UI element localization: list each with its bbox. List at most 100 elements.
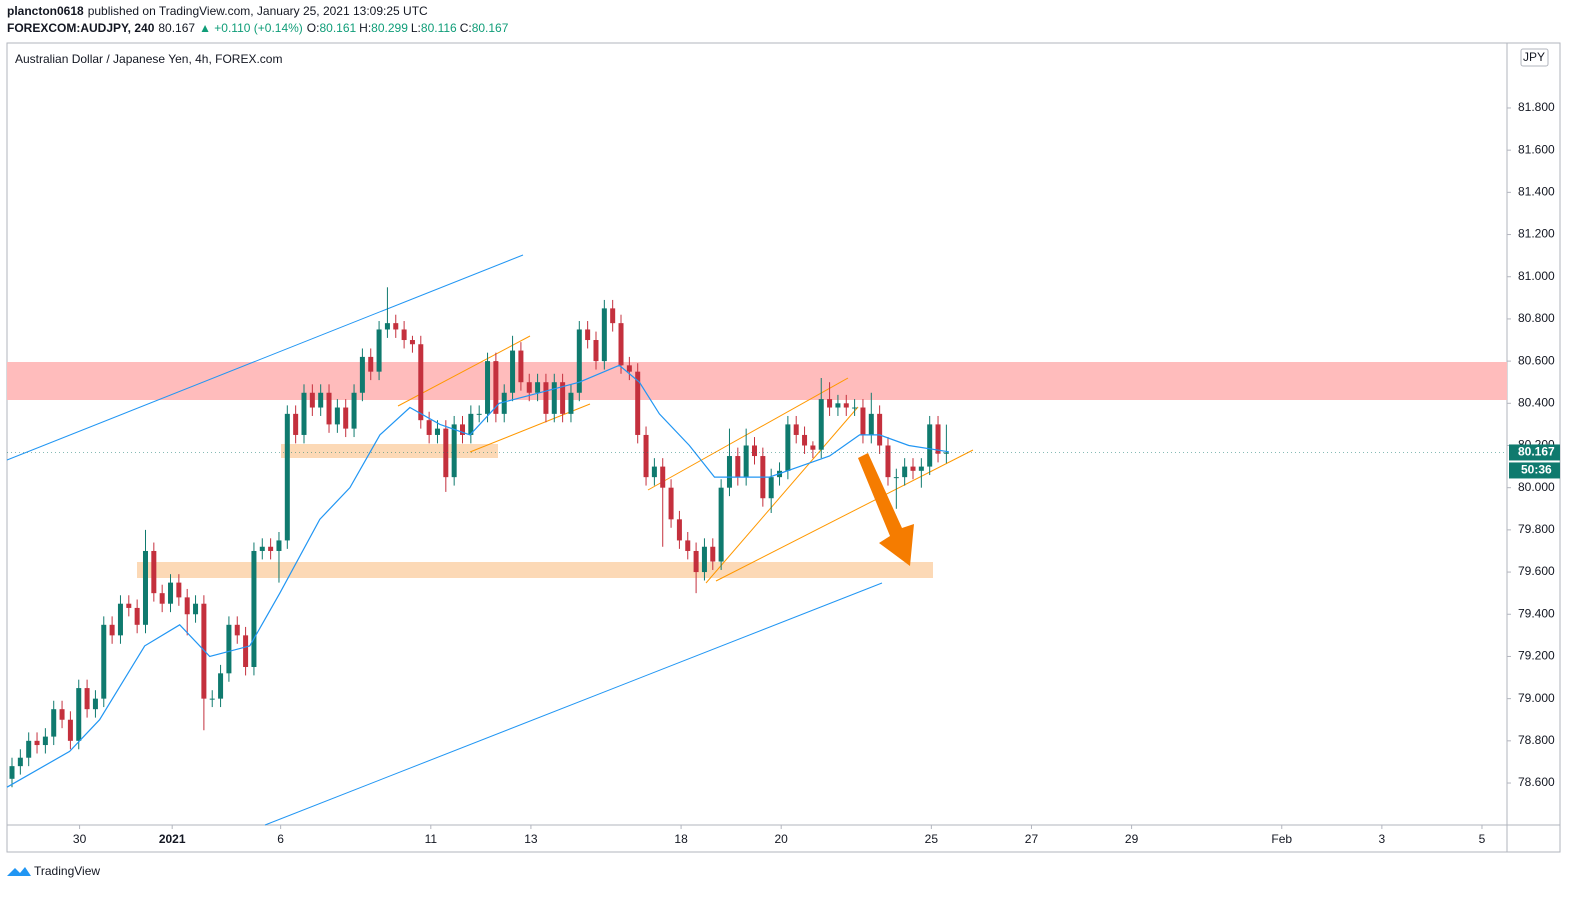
candle-body [268, 546, 274, 551]
x-tick-label: 29 [1125, 832, 1139, 846]
candle-body [918, 466, 924, 471]
logo-icon [7, 867, 31, 876]
x-tick-label: 18 [674, 832, 688, 846]
candle-body [168, 582, 174, 604]
candle-body [201, 603, 207, 699]
candle-body [568, 392, 574, 414]
candle-body [935, 424, 941, 454]
candle-body [560, 382, 566, 414]
moving-average [6, 364, 949, 788]
resistance-zone [7, 362, 1507, 400]
x-tick-label: Feb [1271, 832, 1292, 846]
channel-line [6, 254, 524, 461]
candle-body [685, 540, 691, 551]
candle-body [701, 546, 707, 573]
candle-body [426, 420, 432, 435]
trend-line [715, 449, 974, 582]
candle-body [359, 356, 365, 393]
candle-body [151, 550, 157, 594]
y-tick-label: 79.000 [1518, 691, 1555, 705]
candle-body [301, 392, 307, 435]
candle-body [535, 382, 541, 393]
candle-body [59, 709, 65, 720]
candle-body [576, 329, 582, 393]
publisher: plancton0618 [7, 4, 84, 18]
candle-body [626, 365, 632, 372]
symbol: FOREXCOM:AUDJPY, 240 [7, 21, 155, 35]
candle-body [510, 350, 516, 393]
candle-body [710, 546, 716, 562]
candle-body [92, 698, 98, 710]
candle-body [460, 424, 466, 435]
chart-frame [6, 42, 1561, 853]
candle-body [660, 466, 666, 488]
y-tick-label: 78.800 [1518, 733, 1555, 747]
y-tick-label: 80.800 [1518, 311, 1555, 325]
candle-body [176, 582, 182, 598]
currency-label: JPY [1523, 50, 1545, 64]
candle-body [551, 382, 557, 414]
y-tick-label: 81.400 [1518, 185, 1555, 199]
x-tick-label: 13 [524, 832, 538, 846]
candle-body [226, 624, 232, 674]
candle-body [434, 428, 440, 435]
header-line-2: FOREXCOM:AUDJPY, 240 80.167 ▲ +0.110 (+0.1… [7, 21, 509, 35]
candle-body [493, 361, 499, 414]
change: ▲ +0.110 (+0.14%) [199, 21, 303, 35]
candle-body [651, 466, 657, 478]
ohlc-label: C: [460, 21, 472, 35]
y-tick-label: 80.600 [1518, 353, 1555, 367]
x-tick-label: 25 [925, 832, 939, 846]
candle-body [468, 413, 474, 435]
candle-body [943, 452, 949, 454]
candle-body [142, 550, 148, 625]
candle-body [393, 323, 399, 330]
candle-body [251, 550, 257, 667]
candle-body [418, 344, 424, 421]
candle-body [234, 624, 240, 636]
chart-title: Australian Dollar / Japanese Yen, 4h, FO… [15, 52, 282, 66]
candle-body [877, 413, 883, 446]
candle-body [84, 688, 90, 710]
candle-body [309, 392, 315, 408]
candle-body [518, 350, 524, 383]
candle-body [26, 740, 32, 758]
candle-body [676, 519, 682, 541]
y-tick-label: 81.200 [1518, 227, 1555, 241]
candle-body [735, 456, 741, 478]
candle-body [451, 424, 457, 478]
candle-body [601, 308, 607, 362]
candle-body [726, 456, 732, 488]
x-tick-label: 3 [1379, 832, 1386, 846]
candle-body [910, 466, 916, 471]
candle-body [860, 407, 866, 435]
candle-body [284, 413, 290, 541]
y-tick-label: 79.400 [1518, 606, 1555, 620]
support-zone [281, 444, 498, 458]
x-tick-label: 2021 [159, 832, 186, 846]
ohlc-value: 80.161 [319, 21, 356, 35]
y-tick-label: 81.000 [1518, 269, 1555, 283]
candle-body [818, 399, 824, 450]
x-tick-label: 5 [1479, 832, 1486, 846]
candle-body [476, 413, 482, 415]
candle-body [76, 688, 82, 741]
candle-body [218, 673, 224, 699]
countdown-label: 50:36 [1521, 463, 1552, 477]
candle-body [526, 382, 532, 393]
last-price-label: 80.167 [1518, 445, 1555, 459]
candle-body [318, 392, 324, 408]
candle-body [785, 424, 791, 471]
candle-body [643, 434, 649, 478]
candle-body [334, 407, 340, 425]
candle-body [885, 445, 891, 478]
candle-body [193, 603, 199, 615]
candle-body [293, 413, 299, 435]
candle-body [101, 624, 107, 699]
candle-body [34, 740, 40, 746]
y-tick-label: 79.600 [1518, 564, 1555, 578]
candle-body [927, 424, 933, 467]
y-tick-label: 80.000 [1518, 480, 1555, 494]
candle-body [852, 407, 858, 409]
